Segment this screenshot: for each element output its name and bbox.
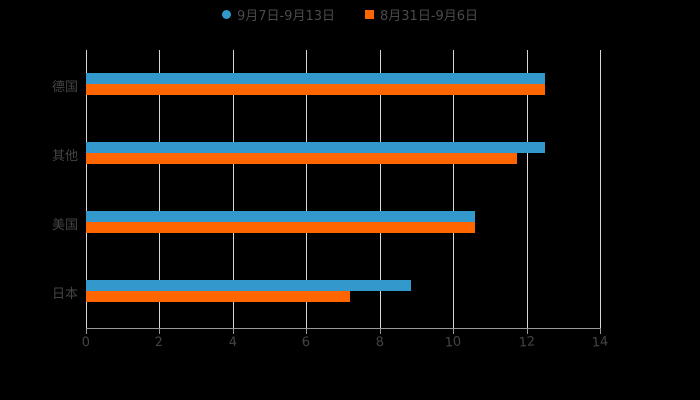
y-category-label: 德国 bbox=[51, 80, 78, 95]
gridline bbox=[159, 50, 161, 328]
x-tick bbox=[526, 328, 528, 334]
gridline bbox=[526, 50, 528, 328]
x-tick-label: 10 bbox=[444, 334, 463, 351]
bar-series-2[interactable] bbox=[86, 84, 545, 95]
x-tick-label: 8 bbox=[374, 334, 385, 351]
bar-series-1[interactable] bbox=[86, 142, 545, 153]
legend-label: 9月7日-9月13日 bbox=[236, 8, 335, 24]
y-category-label: 日本 bbox=[51, 287, 78, 302]
gridline bbox=[86, 50, 87, 328]
legend-item-series-1[interactable]: 9月7日-9月13日 bbox=[221, 5, 335, 24]
x-tick-label: 2 bbox=[154, 334, 165, 351]
y-category-label: 美国 bbox=[51, 218, 78, 233]
x-tick-label: 6 bbox=[301, 334, 312, 351]
bar-series-2[interactable] bbox=[86, 222, 476, 233]
x-tick-label: 4 bbox=[228, 334, 238, 351]
bar-series-2[interactable] bbox=[86, 153, 518, 164]
gridline bbox=[306, 50, 308, 328]
x-tick bbox=[306, 328, 308, 334]
x-tick-label: 0 bbox=[81, 334, 91, 351]
x-tick bbox=[600, 328, 601, 334]
legend-item-series-2[interactable]: 8月31日-9月6日 bbox=[365, 5, 478, 24]
x-tick-label: 14 bbox=[591, 334, 609, 351]
bar-series-1[interactable] bbox=[86, 211, 476, 222]
gridline bbox=[232, 50, 234, 328]
legend-label: 8月31日-9月6日 bbox=[380, 8, 479, 24]
x-tick bbox=[379, 328, 381, 334]
y-category-label: 其他 bbox=[51, 149, 78, 164]
gridline bbox=[379, 50, 381, 328]
x-tick-label: 12 bbox=[517, 334, 536, 351]
legend-square-icon bbox=[365, 9, 374, 19]
bar-series-1[interactable] bbox=[86, 73, 545, 84]
x-tick bbox=[232, 328, 234, 334]
bar-series-1[interactable] bbox=[86, 280, 411, 291]
bar-series-2[interactable] bbox=[86, 291, 351, 302]
chart-legend: 9月7日-9月13日 8月31日-9月6日 bbox=[0, 4, 700, 24]
x-tick bbox=[159, 328, 161, 334]
x-axis bbox=[86, 328, 600, 329]
gridline bbox=[453, 50, 455, 328]
legend-circle-icon bbox=[221, 9, 231, 19]
x-tick bbox=[86, 328, 87, 334]
gridline bbox=[600, 50, 601, 328]
x-tick bbox=[453, 328, 455, 334]
